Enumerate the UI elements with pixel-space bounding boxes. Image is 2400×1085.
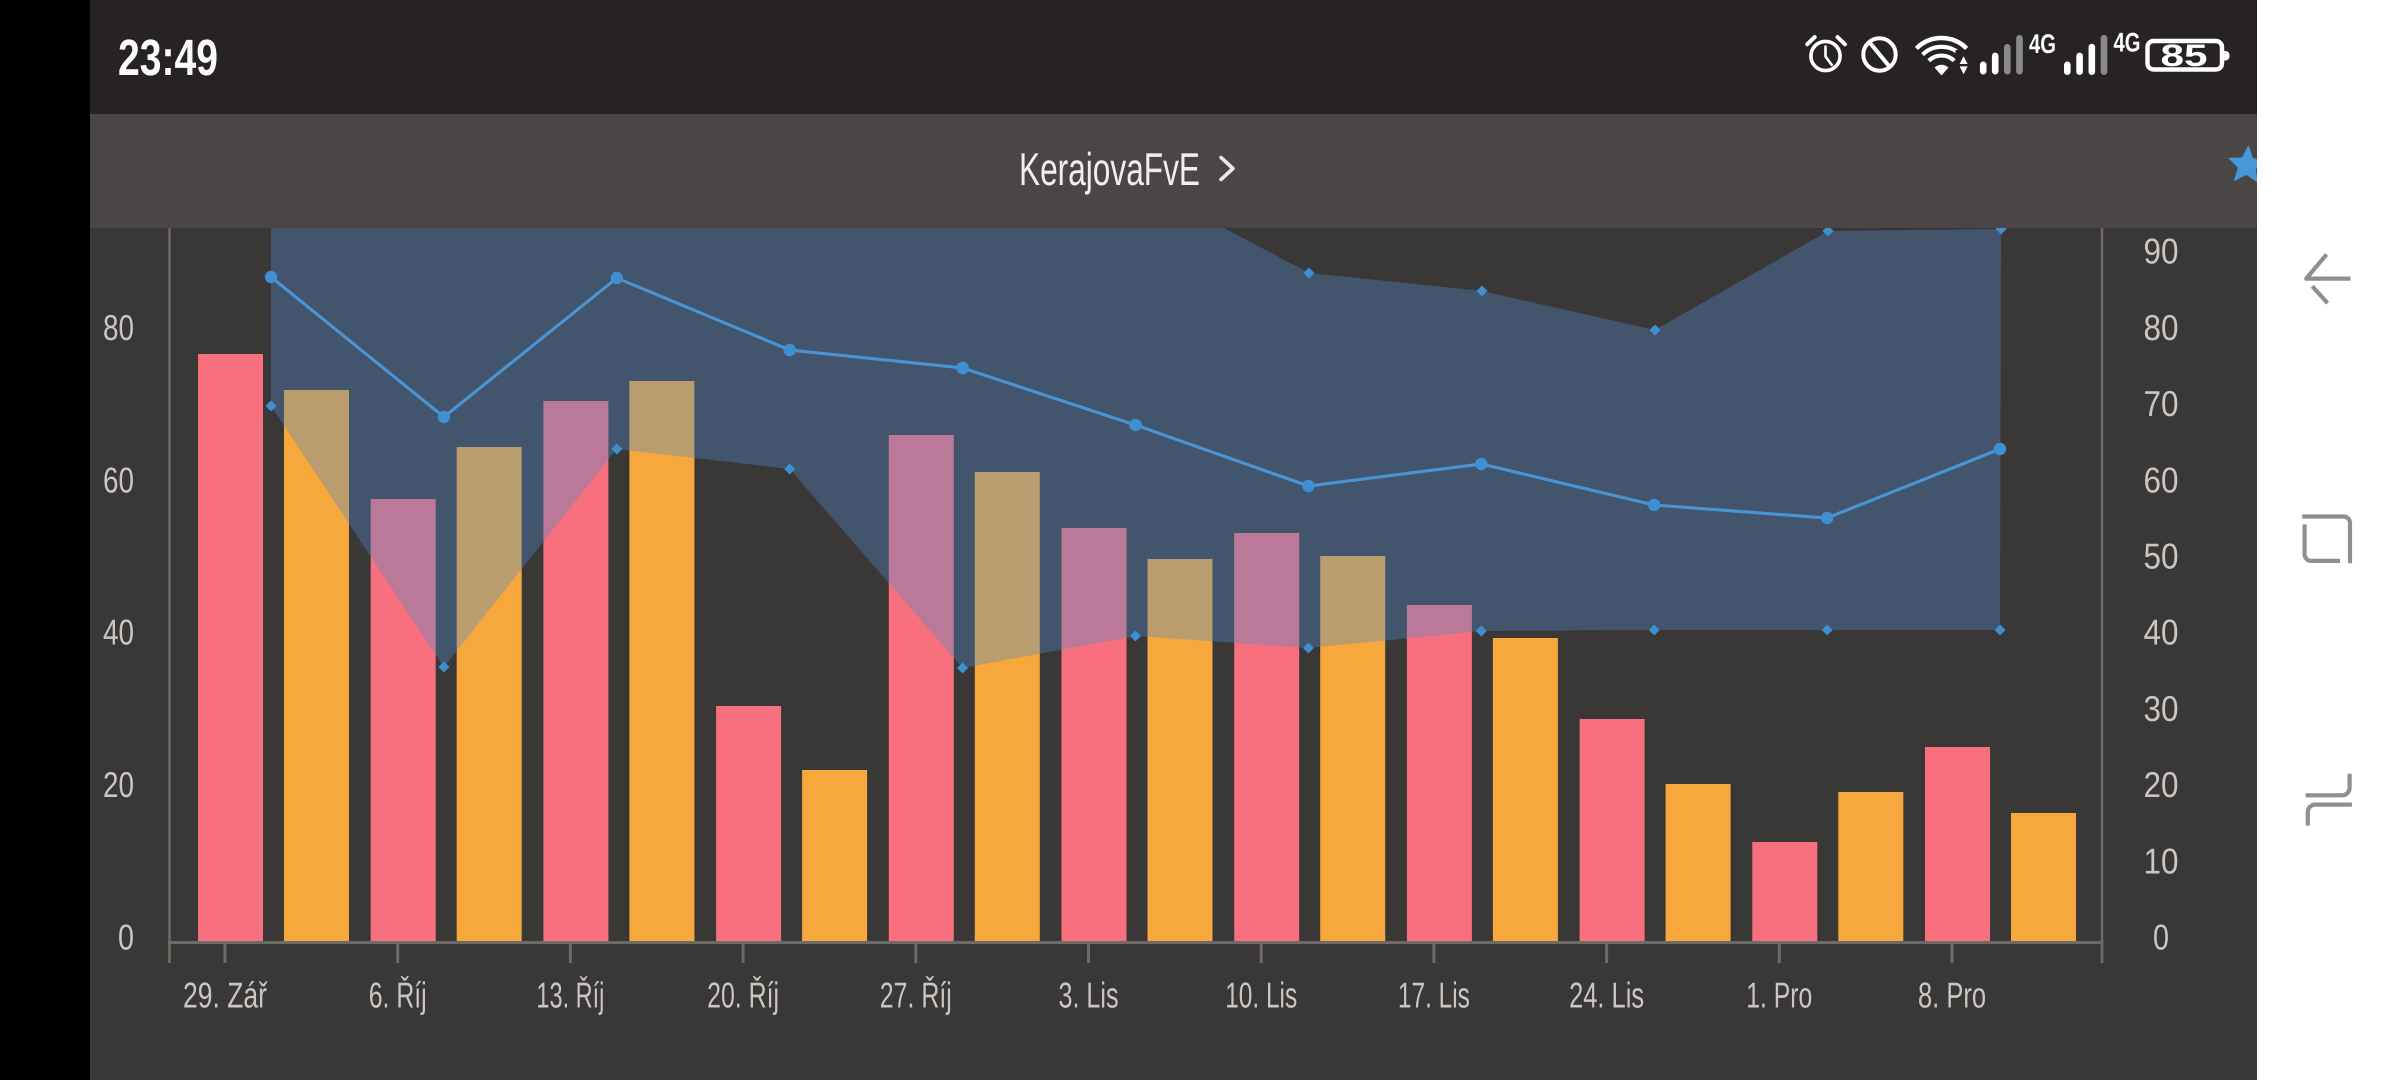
svg-text:23:49: 23:49 [118,29,218,86]
svg-text:8. Pro: 8. Pro [1918,975,1986,1016]
svg-text:30: 30 [2144,688,2179,729]
svg-text:4G: 4G [2029,29,2056,59]
svg-text:6. Říj: 6. Říj [369,975,427,1016]
svg-text:29. Zář: 29. Zář [183,975,268,1016]
svg-text:10. Lis: 10. Lis [1225,975,1297,1016]
svg-text:17. Lis: 17. Lis [1398,975,1470,1016]
svg-text:60: 60 [103,459,134,500]
svg-text:50: 50 [2144,536,2179,577]
svg-text:24. Lis: 24. Lis [1569,975,1644,1016]
svg-text:4G: 4G [2114,28,2141,58]
svg-text:40: 40 [103,612,134,653]
svg-text:80: 80 [103,307,134,348]
svg-text:90: 90 [2144,231,2179,272]
svg-text:KerajovaFvE: KerajovaFvE [1019,143,1200,195]
svg-text:1. Pro: 1. Pro [1746,975,1812,1016]
svg-text:20: 20 [103,764,134,805]
svg-text:3. Lis: 3. Lis [1059,975,1119,1016]
svg-text:10: 10 [2144,840,2179,881]
svg-text:85: 85 [2161,38,2208,73]
svg-text:27. Říj: 27. Říj [880,975,952,1016]
svg-text:70: 70 [2144,383,2179,424]
svg-text:20. Říj: 20. Říj [707,975,779,1016]
svg-text:60: 60 [2144,459,2179,500]
svg-text:0: 0 [118,917,134,958]
svg-text:0: 0 [2153,917,2169,958]
svg-text:13. Říj: 13. Říj [536,975,604,1016]
svg-text:40: 40 [2144,612,2179,653]
svg-text:80: 80 [2144,307,2179,348]
svg-text:20: 20 [2144,764,2179,805]
